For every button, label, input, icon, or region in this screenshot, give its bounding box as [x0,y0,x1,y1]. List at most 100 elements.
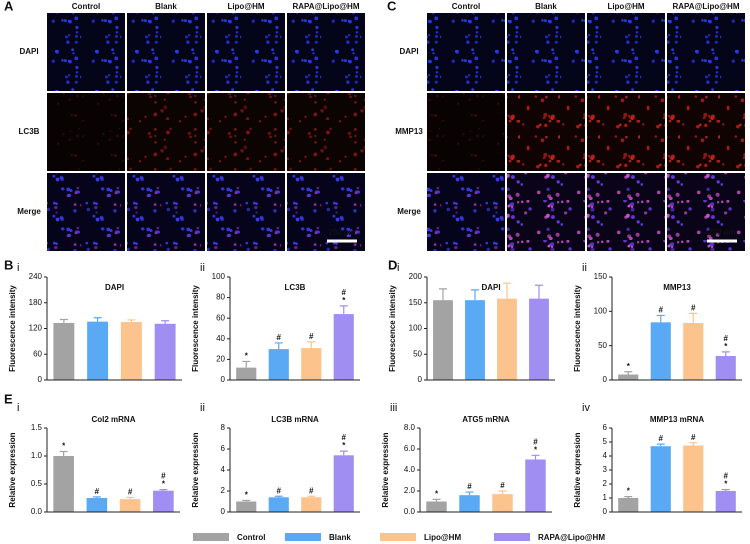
bar [53,322,75,380]
significance-mark: # [724,334,729,343]
bar [715,491,736,512]
significance-mark: * [342,296,346,305]
significance-mark: * [245,352,249,361]
micrograph [507,173,585,251]
bar [86,498,108,512]
significance-mark: * [627,362,631,371]
y-tick-label: 3 [603,465,608,474]
scale-bar-label: 200 µm [708,228,735,237]
bar [650,322,671,380]
chart-title: DAPI [481,283,500,292]
significance-mark: # [691,433,696,442]
significance-mark: * [62,442,66,451]
y-tick-label: 50 [598,341,607,350]
error-bar [535,284,543,299]
y-tick-label: 0.0 [404,507,416,516]
row-label: DAPI [19,47,38,56]
bar [268,497,289,512]
panel-letter: B [4,257,13,272]
bar [268,349,289,380]
micrograph [667,93,745,171]
y-tick-label: 6 [221,444,226,453]
error-bar [531,454,540,460]
error-bar [689,312,698,324]
significance-mark: * [534,445,538,454]
micrograph [47,93,125,171]
bar [153,490,174,512]
legend-label: Blank [329,533,351,542]
micrograph [47,13,125,91]
micrograph [507,93,585,171]
bar [154,323,176,380]
significance-mark: * [245,491,249,500]
error-bar [624,371,633,375]
significance-mark: # [309,486,314,495]
error-bar [498,490,507,495]
error-bar [339,450,348,456]
chart-subpanel: ii [582,262,587,274]
y-axis-label: Fluorescence intensity [191,285,200,372]
error-bar [274,342,283,350]
error-bar [242,499,251,502]
y-axis-label: Fluorescence intensity [573,285,582,372]
y-axis-label: Relative expression [191,432,200,507]
bar [459,495,480,512]
chart-title: DAPI [105,283,124,292]
y-tick-label: 0 [221,507,226,516]
micrograph [287,13,365,91]
bar [426,501,447,512]
error-bar [471,289,479,301]
y-tick-label: 6 [603,423,608,432]
significance-mark: * [435,490,439,499]
error-bar [339,305,348,315]
significance-mark: # [467,482,472,491]
chart-subpanel: ii [200,402,205,414]
y-tick-label: 80 [216,293,225,302]
significance-mark: # [128,488,133,497]
y-tick-label: 1.5 [31,423,43,432]
y-tick-label: 4 [221,465,226,474]
chart-subpanel: iv [582,402,590,414]
bar [119,499,141,512]
significance-mark: # [342,433,347,442]
error-bar [656,443,665,447]
bar [236,367,257,380]
row-label: MMP13 [395,127,423,136]
column-label: Lipo@HM [607,2,644,11]
bar [120,322,142,380]
y-tick-label: 240 [29,272,43,281]
legend-label: Control [237,533,265,542]
column-label: RAPA@Lipo@HM [673,2,740,11]
bar [529,298,549,380]
y-axis-label: Fluorescence intensity [388,285,397,372]
y-tick-label: 50 [413,349,422,358]
chart-subpanel: i [397,262,399,274]
error-bar [92,496,101,498]
error-bar [721,489,730,491]
chart-title: ATG5 mRNA [462,415,510,424]
error-bar [159,489,168,491]
chart-title: MMP13 [663,283,691,292]
column-label: RAPA@Lipo@HM [293,2,360,11]
significance-mark: # [277,486,282,495]
legend-label: RAPA@Lipo@HM [538,533,605,542]
error-bar [59,318,68,323]
panel-letter: C [387,0,397,13]
y-axis-label: Fluorescence intensity [8,285,17,372]
micrograph [207,13,285,91]
column-label: Lipo@HM [227,2,264,11]
y-axis-label: Relative expression [381,432,390,507]
chart-title: MMP13 mRNA [650,415,704,424]
error-bar [126,496,135,500]
bar [618,374,639,380]
significance-mark: # [161,472,166,481]
error-bar [465,491,474,496]
y-tick-label: 120 [29,324,43,333]
micrograph [587,93,665,171]
y-tick-label: 5 [603,437,608,446]
y-tick-label: 1.0 [31,451,43,460]
y-tick-label: 0 [38,375,43,384]
bar [492,494,513,512]
error-bar [307,341,316,349]
